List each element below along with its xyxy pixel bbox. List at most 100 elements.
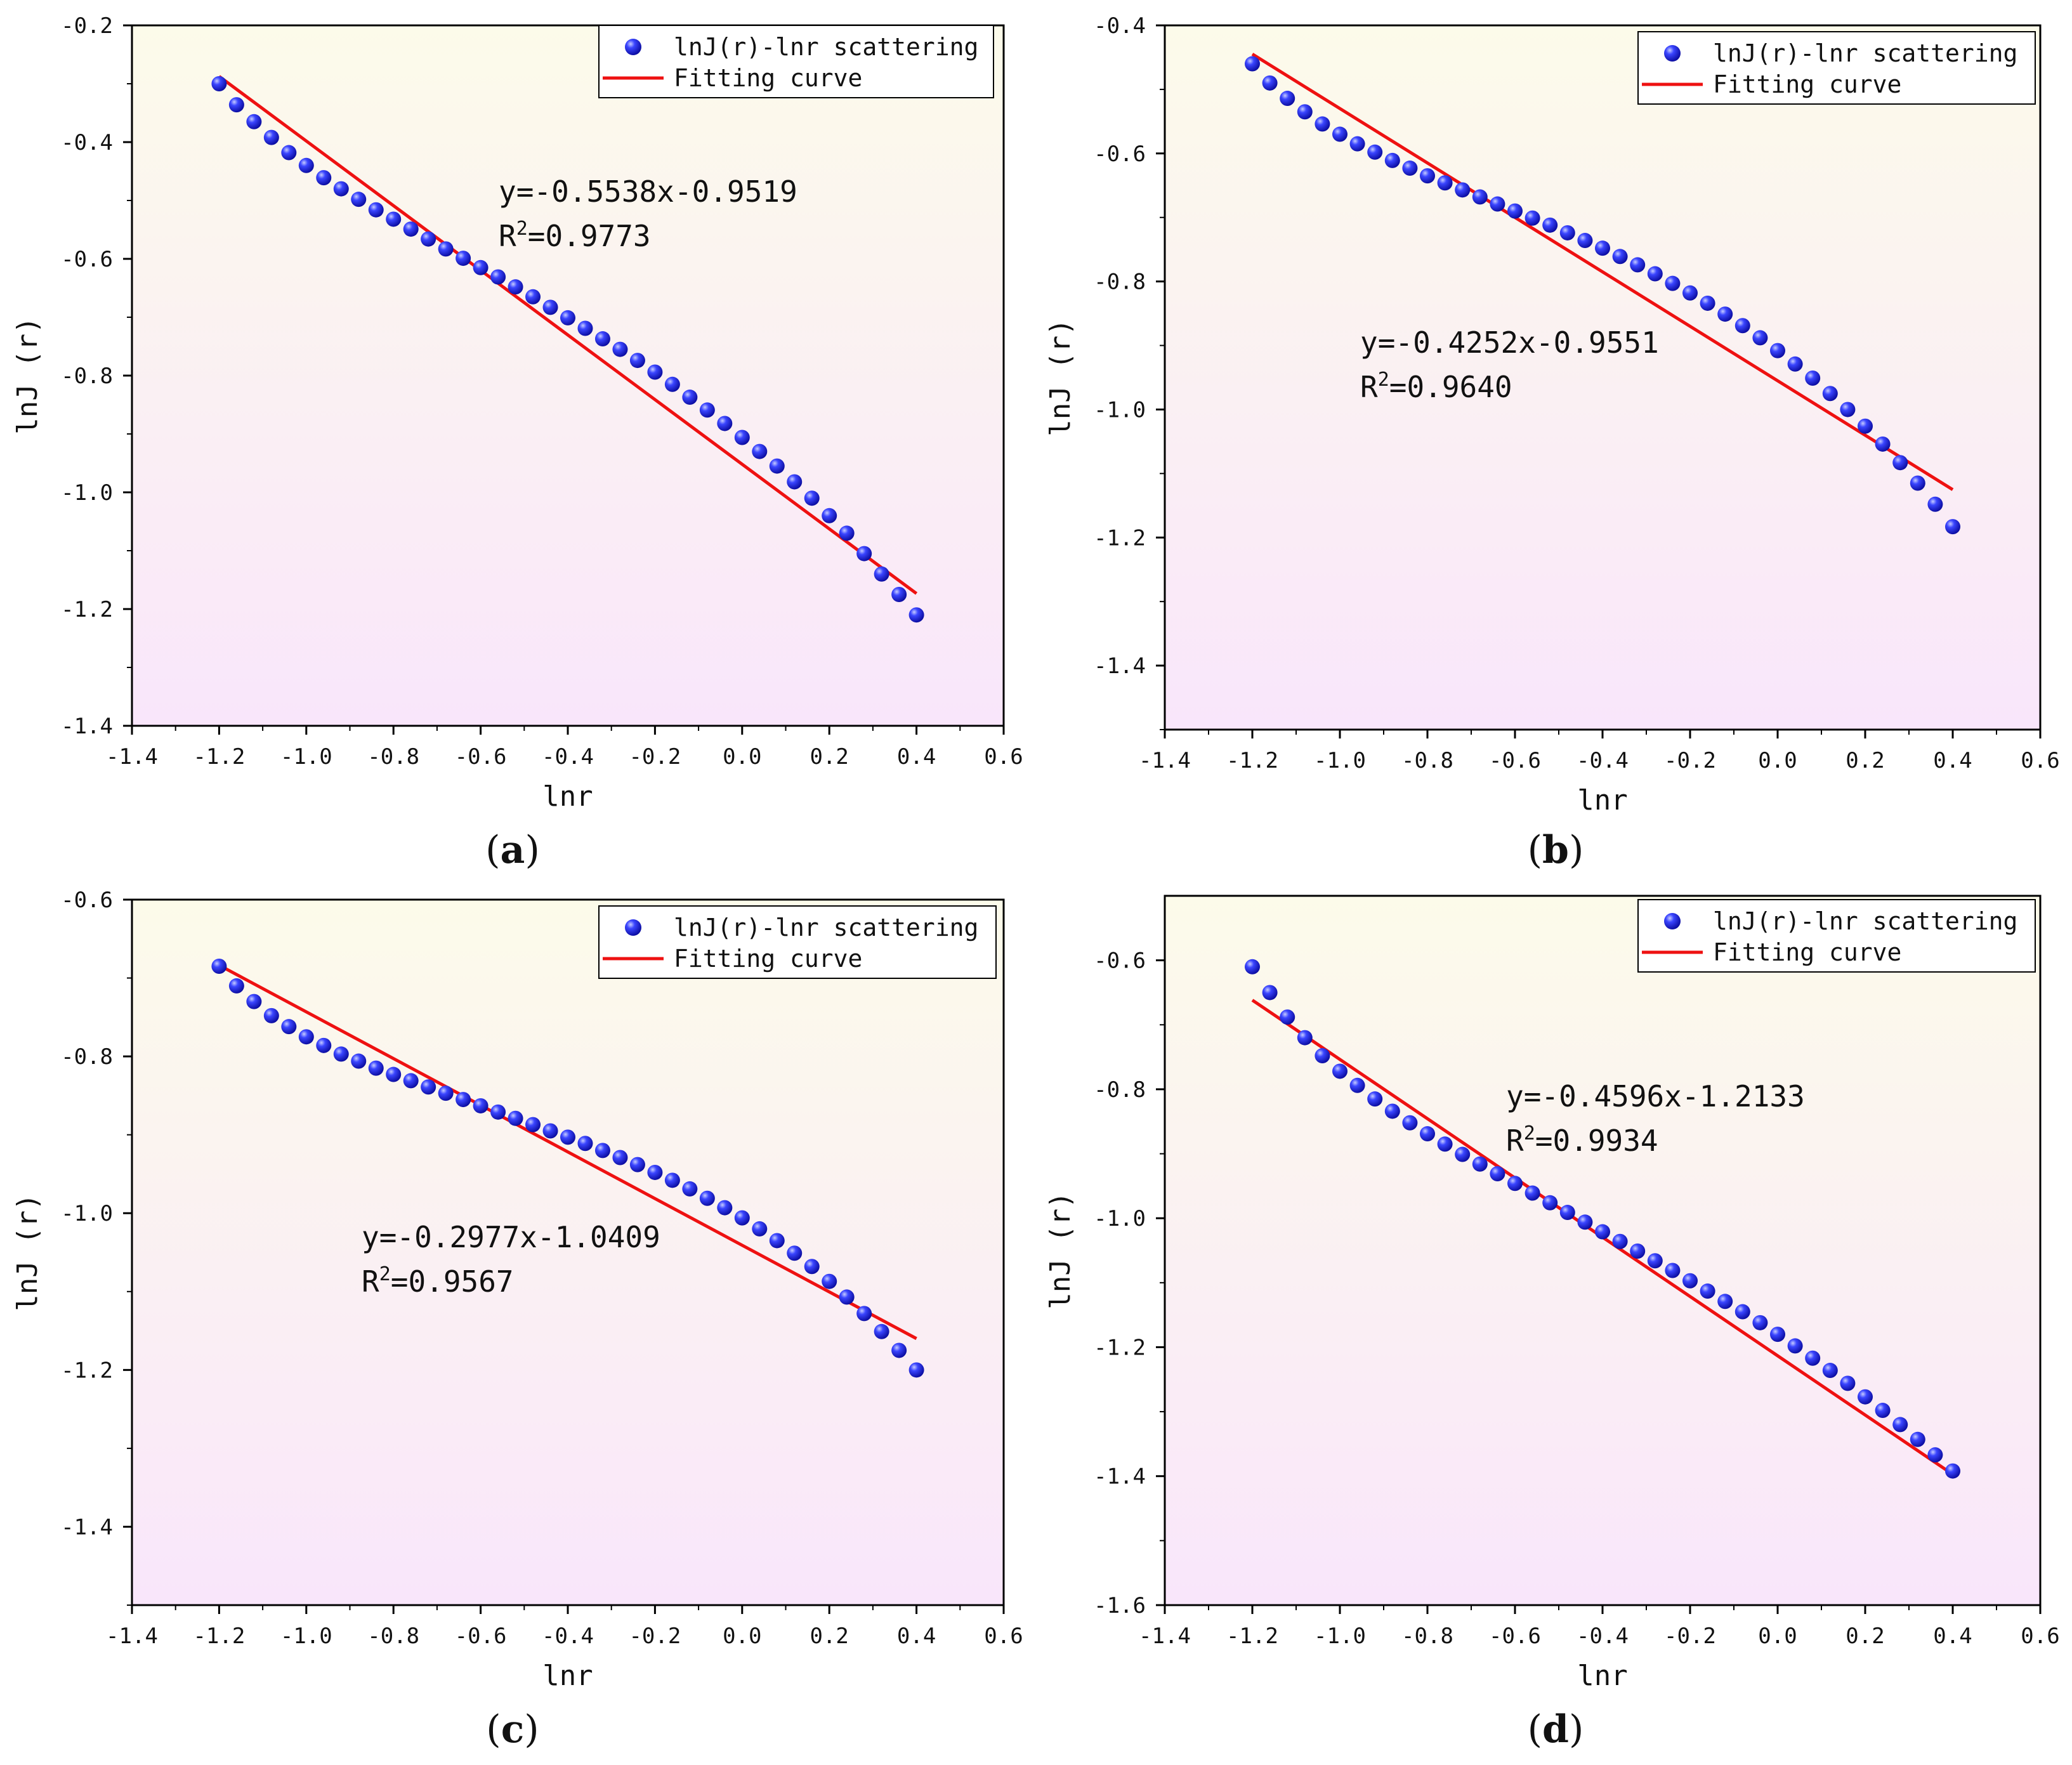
scatter-point [1752,330,1768,346]
scatter-point [629,353,645,369]
fitting-curve-line [1251,53,1954,491]
scatter-point [612,341,628,357]
legend-scatter-label: lnJ(r)-lnr scattering [1713,907,2017,935]
scatter-point [734,1210,750,1226]
y-tick-label: -1.4 [1094,1464,1146,1490]
x-tick-label: -1.4 [106,744,158,770]
x-tick-label: 0.2 [810,1624,848,1649]
scatter-point [263,1007,279,1023]
scatter-point [1542,1195,1558,1211]
scatter-point [1700,295,1715,311]
x-tick-label: -1.4 [1139,1624,1191,1649]
scatter-point [333,1046,349,1062]
legend-scatter-marker [1664,913,1681,929]
x-tick-label: 0.4 [1933,748,1972,773]
scatter-point [1647,1253,1663,1269]
scatter-point [368,202,384,218]
scatter-point [1805,1350,1821,1366]
x-axis-title: lnr [542,1660,593,1692]
scatter-point [1332,1063,1347,1079]
scatter-point [1437,1136,1453,1152]
x-tick-label: 0.4 [897,1624,936,1649]
caption-open-paren: ( [1528,828,1542,872]
scatter-point [1437,175,1453,191]
scatter-point [1490,196,1505,212]
y-tick-label: -0.6 [1094,948,1146,974]
r-squared-superscript: 2 [516,218,528,240]
scatter-point [1420,1126,1435,1142]
caption-close-paren: ) [1569,1707,1584,1752]
scatter-point [490,1104,506,1120]
scatter-point [368,1060,384,1076]
x-tick-label: 0.2 [1846,748,1884,773]
caption-close-paren: ) [1569,828,1584,872]
x-tick-label: -1.2 [193,1624,245,1649]
scatter-point [1682,1273,1698,1289]
x-tick-label: -0.2 [1664,1624,1716,1649]
scatter-point [769,458,785,474]
caption-open-paren: ( [1528,1707,1542,1752]
scatter-point [211,959,227,974]
scatter-point [333,181,349,197]
scatter-point [664,1172,680,1188]
x-tick-label: 0.4 [1933,1624,1972,1649]
x-tick-label: 0.6 [2021,1624,2059,1649]
x-tick-label: 0.2 [810,744,848,770]
x-tick-label: -0.6 [1489,748,1541,773]
scatter-point [647,1164,663,1180]
scatter-point [1245,959,1260,974]
scatter-point [1507,1176,1523,1191]
scatter-point [699,402,715,418]
r-squared: R2=0.9567 [362,1263,514,1299]
scatter-point [1367,1091,1383,1107]
caption-letter: d [1542,1707,1569,1752]
scatter-point [664,376,680,392]
scatter-point [594,1143,610,1158]
scatter-point [1875,436,1891,452]
x-tick-label: -1.0 [1314,748,1366,773]
scatter-point [839,1289,855,1305]
scatter-point [386,211,402,227]
scatter-point [874,566,889,582]
scatter-point [717,416,733,431]
y-tick-label: -0.8 [1094,1077,1146,1103]
scatter-point [1630,1243,1646,1259]
legend: lnJ(r)-lnr scattering Fitting curve [598,905,997,979]
y-tick-label: -1.0 [61,1201,113,1226]
scatter-point [421,231,436,247]
scatter-point [752,443,768,459]
scatter-point [1455,1146,1471,1162]
panel-caption: (c) [486,1707,539,1752]
scatter-point [1858,1389,1873,1405]
scatter-point [386,1066,402,1082]
x-axis-title: lnr [1577,1660,1627,1692]
x-tick-label: -0.4 [1577,748,1629,773]
y-axis-title: lnJ (r) [1044,318,1077,436]
y-tick-label: -0.6 [61,888,113,913]
y-tick-label: -0.8 [1094,270,1146,295]
scatter-point [508,279,523,295]
y-tick-label: -1.2 [1094,525,1146,551]
scatter-point [228,978,244,994]
x-tick-label: 0.0 [723,744,761,770]
panel-a: -1.4 -1.2 -1.0 -0.8 -0.6 -0.4 -0.2 0.0 0.2 0.4 0.6… [11,13,1023,872]
caption-letter: c [501,1707,525,1752]
scatter-point [560,1129,575,1145]
legend-fit-label: Fitting curve [1713,70,1901,98]
scatter-point [1280,1009,1295,1025]
legend-box [598,905,997,979]
panel-caption: (a) [485,828,540,872]
scatter-point [438,1086,454,1101]
r-squared-value: =0.9567 [391,1264,514,1299]
scatter-point [1734,318,1750,334]
x-tick-label: -0.8 [367,744,419,770]
r-squared-value: =0.9773 [528,219,651,253]
plot-area [1165,896,2040,1605]
y-tick-label: -0.4 [1094,13,1146,39]
legend-fit-label: Fitting curve [674,945,862,973]
scatter-point [1524,1185,1540,1201]
scatter-point [1910,475,1925,491]
scatter-point [1367,144,1383,160]
panel-b: -1.4 -1.2 -1.0 -0.8 -0.6 -0.4 -0.2 0.0 0.2 0.4 0.6… [1044,13,2060,872]
y-axis-title: lnJ (r) [1044,1191,1077,1309]
